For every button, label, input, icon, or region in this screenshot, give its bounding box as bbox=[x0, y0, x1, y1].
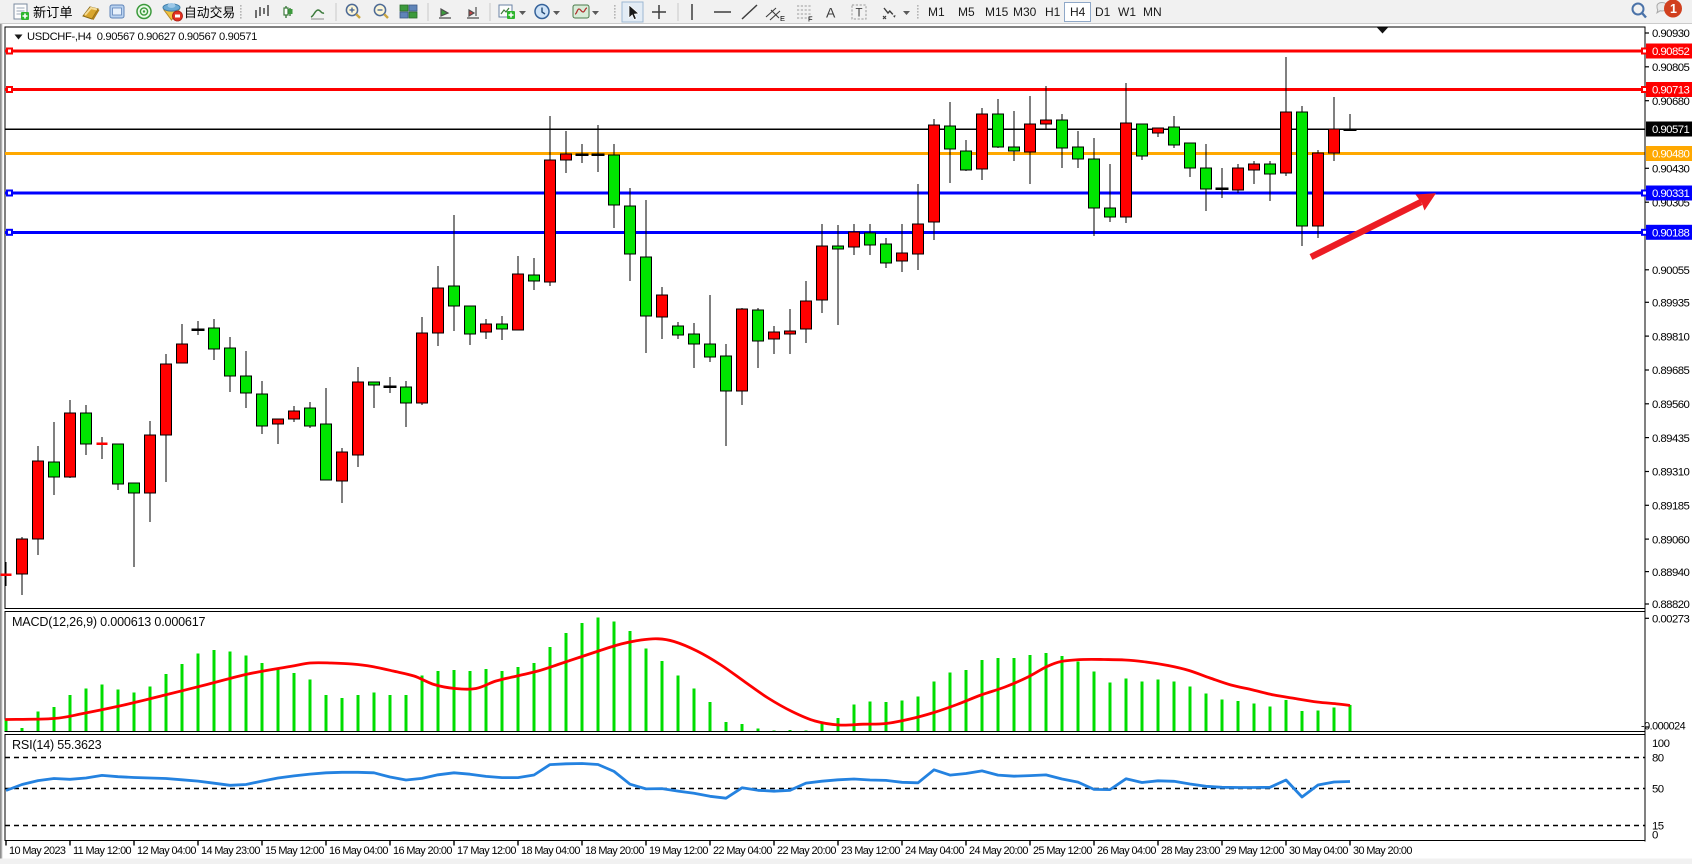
svg-text:M5: M5 bbox=[958, 5, 975, 19]
svg-text:A: A bbox=[826, 5, 836, 21]
svg-text:18 May 04:00: 18 May 04:00 bbox=[521, 845, 580, 857]
svg-text:USDCHF-,H4 0.90567 0.90627 0.: USDCHF-,H4 0.90567 0.90627 0.90567 0.905… bbox=[27, 31, 257, 43]
svg-text:0.90680: 0.90680 bbox=[1652, 96, 1690, 108]
svg-text:MACD(12,26,9) 0.000613 0.00061: MACD(12,26,9) 0.000613 0.000617 bbox=[12, 615, 206, 629]
svg-text:19 May 12:00: 19 May 12:00 bbox=[649, 845, 708, 857]
svg-text:0.89435: 0.89435 bbox=[1652, 433, 1690, 445]
svg-text:22 May 04:00: 22 May 04:00 bbox=[713, 845, 772, 857]
svg-text:0.89060: 0.89060 bbox=[1652, 534, 1690, 546]
svg-text:H4: H4 bbox=[1070, 5, 1086, 19]
svg-text:12 May 04:00: 12 May 04:00 bbox=[137, 845, 196, 857]
svg-text:0.89935: 0.89935 bbox=[1652, 298, 1690, 310]
svg-text:0.90571: 0.90571 bbox=[1652, 124, 1690, 136]
svg-text:0.90188: 0.90188 bbox=[1652, 228, 1690, 240]
svg-text:0.90805: 0.90805 bbox=[1652, 62, 1690, 74]
svg-text:0.89810: 0.89810 bbox=[1652, 331, 1690, 343]
svg-text:M15: M15 bbox=[985, 5, 1009, 19]
svg-text:F: F bbox=[808, 15, 813, 24]
svg-text:11 May 12:00: 11 May 12:00 bbox=[73, 845, 132, 857]
svg-text:M30: M30 bbox=[1013, 5, 1037, 19]
svg-text:H1: H1 bbox=[1045, 5, 1061, 19]
svg-text:16 May 04:00: 16 May 04:00 bbox=[329, 845, 388, 857]
svg-text:0.90713: 0.90713 bbox=[1652, 85, 1690, 97]
svg-text:16 May 20:00: 16 May 20:00 bbox=[393, 845, 452, 857]
svg-text:0.90331: 0.90331 bbox=[1652, 188, 1690, 200]
svg-text:M1: M1 bbox=[928, 5, 945, 19]
svg-text:18 May 20:00: 18 May 20:00 bbox=[585, 845, 644, 857]
svg-text:0.90852: 0.90852 bbox=[1652, 46, 1690, 58]
svg-text:17 May 12:00: 17 May 12:00 bbox=[457, 845, 516, 857]
svg-text:RSI(14) 55.3623: RSI(14) 55.3623 bbox=[12, 738, 102, 752]
svg-text:15 May 12:00: 15 May 12:00 bbox=[265, 845, 324, 857]
svg-text:28 May 23:00: 28 May 23:00 bbox=[1161, 845, 1220, 857]
svg-text:30 May 20:00: 30 May 20:00 bbox=[1353, 845, 1412, 857]
svg-text:0.89685: 0.89685 bbox=[1652, 365, 1690, 377]
svg-text:0.00273: 0.00273 bbox=[1652, 614, 1690, 626]
svg-text:自动交易: 自动交易 bbox=[184, 5, 235, 20]
svg-text:0.89560: 0.89560 bbox=[1652, 399, 1690, 411]
svg-text:0.90480: 0.90480 bbox=[1652, 149, 1690, 161]
svg-text:MN: MN bbox=[1143, 5, 1162, 19]
svg-text:1: 1 bbox=[1670, 2, 1677, 16]
svg-text:0: 0 bbox=[1652, 830, 1658, 842]
svg-text:24 May 20:00: 24 May 20:00 bbox=[969, 845, 1028, 857]
svg-text:0.90430: 0.90430 bbox=[1652, 164, 1690, 176]
svg-text:0.88820: 0.88820 bbox=[1652, 599, 1690, 611]
svg-text:15: 15 bbox=[1652, 821, 1664, 833]
svg-text:0.90930: 0.90930 bbox=[1652, 28, 1690, 40]
svg-text:24 May 04:00: 24 May 04:00 bbox=[905, 845, 964, 857]
svg-text:D1: D1 bbox=[1095, 5, 1111, 19]
svg-text:T: T bbox=[856, 8, 863, 20]
svg-text:50: 50 bbox=[1652, 784, 1664, 796]
svg-text:10 May 2023: 10 May 2023 bbox=[9, 845, 66, 857]
svg-text:0.89185: 0.89185 bbox=[1652, 501, 1690, 513]
svg-text:30 May 04:00: 30 May 04:00 bbox=[1289, 845, 1348, 857]
svg-text:100: 100 bbox=[1652, 738, 1670, 750]
svg-text:14 May 23:00: 14 May 23:00 bbox=[201, 845, 260, 857]
svg-text:W1: W1 bbox=[1118, 5, 1136, 19]
svg-text:新订单: 新订单 bbox=[33, 5, 73, 20]
svg-text:0.89310: 0.89310 bbox=[1652, 467, 1690, 479]
svg-text:0.90055: 0.90055 bbox=[1652, 265, 1690, 277]
svg-text:22 May 20:00: 22 May 20:00 bbox=[777, 845, 836, 857]
svg-text:E: E bbox=[780, 14, 785, 23]
svg-text:0.88940: 0.88940 bbox=[1652, 567, 1690, 579]
svg-text:-0.000024: -0.000024 bbox=[1641, 721, 1686, 733]
svg-text:25 May 12:00: 25 May 12:00 bbox=[1033, 845, 1092, 857]
svg-text:80: 80 bbox=[1652, 753, 1664, 765]
svg-text:26 May 04:00: 26 May 04:00 bbox=[1097, 845, 1156, 857]
svg-text:23 May 12:00: 23 May 12:00 bbox=[841, 845, 900, 857]
svg-text:29 May 12:00: 29 May 12:00 bbox=[1225, 845, 1284, 857]
